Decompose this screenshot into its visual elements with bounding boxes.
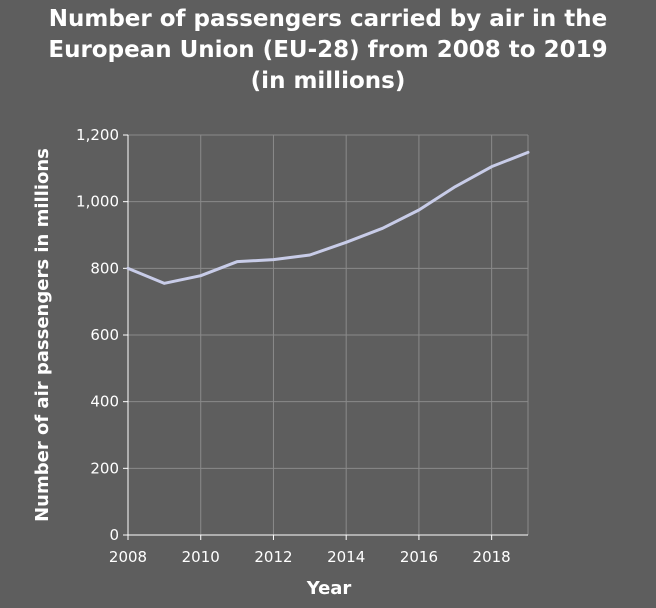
y-tick-label: 200 xyxy=(90,459,119,477)
series-line xyxy=(126,150,530,285)
chart-title-line-3: (in millions) xyxy=(250,68,406,94)
axes xyxy=(123,134,528,540)
y-tick-label: 600 xyxy=(90,326,119,344)
chart-title: Number of passengers carried by air in t… xyxy=(0,4,656,97)
chart-title-line-1: Number of passengers carried by air in t… xyxy=(48,6,608,32)
x-tick-labels: 2008 2010 2012 2014 2016 2018 xyxy=(109,548,511,566)
y-tick-label: 800 xyxy=(90,259,119,277)
y-axis-title: Number of air passengers in millions xyxy=(32,148,53,522)
x-tick-label: 2008 xyxy=(109,548,147,566)
x-tick-label: 2014 xyxy=(327,548,365,566)
series-group xyxy=(126,150,530,285)
chart-title-line-2: European Union (EU-28) from 2008 to 2019 xyxy=(48,37,608,63)
y-tick-label: 400 xyxy=(90,393,119,411)
x-tick-label: 2012 xyxy=(254,548,292,566)
x-axis-title: Year xyxy=(306,578,352,599)
y-tick-label: 1,000 xyxy=(76,193,119,211)
x-tick-label: 2010 xyxy=(182,548,220,566)
y-tick-label: 0 xyxy=(109,526,119,544)
y-tick-label: 1,200 xyxy=(76,126,119,144)
grid xyxy=(127,134,529,536)
x-tick-label: 2016 xyxy=(400,548,438,566)
y-tick-labels: 0 200 400 600 800 1,000 1,200 xyxy=(76,126,119,544)
x-tick-label: 2018 xyxy=(473,548,511,566)
